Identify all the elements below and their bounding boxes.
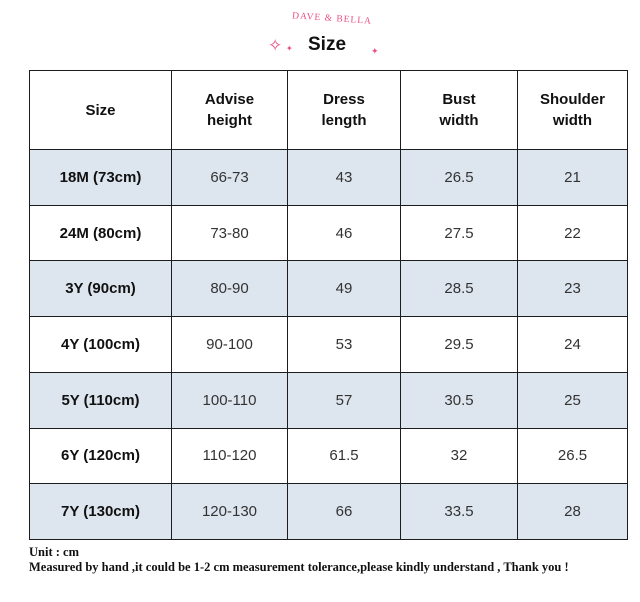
bust-width-cell: 26.5 — [400, 149, 518, 206]
size-cell: 24M (80cm) — [29, 204, 172, 262]
header: DAVE & BELLA ✧ ✦ ✦ Size — [0, 0, 640, 68]
shoulder-width-cell: 21 — [517, 149, 628, 206]
size-chart-table: Size Advise height Dress length Bust wid… — [29, 70, 628, 540]
column-header-dress-length: Dress length — [287, 70, 401, 150]
column-header-shoulder-width: Shoulder width — [517, 70, 628, 150]
advise-height-cell: 110-120 — [171, 427, 288, 485]
column-header-size: Size — [29, 70, 172, 150]
column-header-bust-width: Bust width — [400, 70, 518, 150]
table-row: 7Y (130cm) 120-130 66 33.5 28 — [29, 483, 628, 540]
unit-note: Unit : cm — [29, 545, 79, 559]
advise-height-cell: 100-110 — [171, 371, 288, 429]
sparkle-icon: ✦ — [286, 44, 293, 53]
table-row: 4Y (100cm) 90-100 53 29.5 24 — [29, 316, 628, 373]
advise-height-cell: 120-130 — [171, 483, 288, 540]
size-cell: 4Y (100cm) — [29, 316, 172, 373]
brand-logo: DAVE & BELLA — [291, 11, 373, 27]
table-header-row: Size Advise height Dress length Bust wid… — [29, 70, 628, 150]
shoulder-width-cell: 25 — [517, 371, 628, 429]
measurement-note: Measured by hand ,it could be 1-2 cm mea… — [29, 560, 569, 574]
dress-length-cell: 66 — [287, 483, 401, 540]
table-row: 3Y (90cm) 80-90 49 28.5 23 — [29, 260, 628, 318]
dress-length-cell: 61.5 — [287, 427, 401, 485]
advise-height-cell: 80-90 — [171, 260, 288, 318]
column-header-label: Bust width — [439, 91, 479, 129]
shoulder-width-cell: 22 — [517, 204, 628, 262]
size-cell: 18M (73cm) — [29, 149, 172, 206]
sparkle-icon: ✦ — [371, 46, 379, 56]
bust-width-cell: 32 — [400, 427, 518, 485]
shoulder-width-cell: 28 — [517, 483, 628, 540]
size-cell: 7Y (130cm) — [29, 483, 172, 540]
advise-height-cell: 90-100 — [171, 316, 288, 373]
shoulder-width-cell: 26.5 — [517, 427, 628, 485]
page-title: Size — [308, 34, 347, 55]
size-cell: 6Y (120cm) — [29, 427, 172, 485]
bust-width-cell: 27.5 — [400, 204, 518, 262]
dress-length-cell: 53 — [287, 316, 401, 373]
column-header-label: Advise height — [204, 91, 255, 129]
column-header-label: Shoulder width — [539, 91, 605, 129]
advise-height-cell: 66-73 — [171, 149, 288, 206]
bust-width-cell: 29.5 — [400, 316, 518, 373]
dress-length-cell: 57 — [287, 371, 401, 429]
size-cell: 3Y (90cm) — [29, 260, 172, 318]
column-header-advise-height: Advise height — [171, 70, 288, 150]
dress-length-cell: 49 — [287, 260, 401, 318]
column-header-label: Dress length — [321, 91, 367, 129]
advise-height-cell: 73-80 — [171, 204, 288, 262]
footer-notes: Unit : cm Measured by hand ,it could be … — [29, 545, 634, 575]
bust-width-cell: 30.5 — [400, 371, 518, 429]
dress-length-cell: 43 — [287, 149, 401, 206]
sparkle-icon: ✧ — [268, 36, 283, 55]
table-row: 18M (73cm) 66-73 43 26.5 21 — [29, 149, 628, 206]
shoulder-width-cell: 24 — [517, 316, 628, 373]
table-row: 24M (80cm) 73-80 46 27.5 22 — [29, 204, 628, 262]
shoulder-width-cell: 23 — [517, 260, 628, 318]
table-row: 6Y (120cm) 110-120 61.5 32 26.5 — [29, 427, 628, 485]
table-row: 5Y (110cm) 100-110 57 30.5 25 — [29, 371, 628, 429]
size-cell: 5Y (110cm) — [29, 371, 172, 429]
bust-width-cell: 28.5 — [400, 260, 518, 318]
bust-width-cell: 33.5 — [400, 483, 518, 540]
dress-length-cell: 46 — [287, 204, 401, 262]
